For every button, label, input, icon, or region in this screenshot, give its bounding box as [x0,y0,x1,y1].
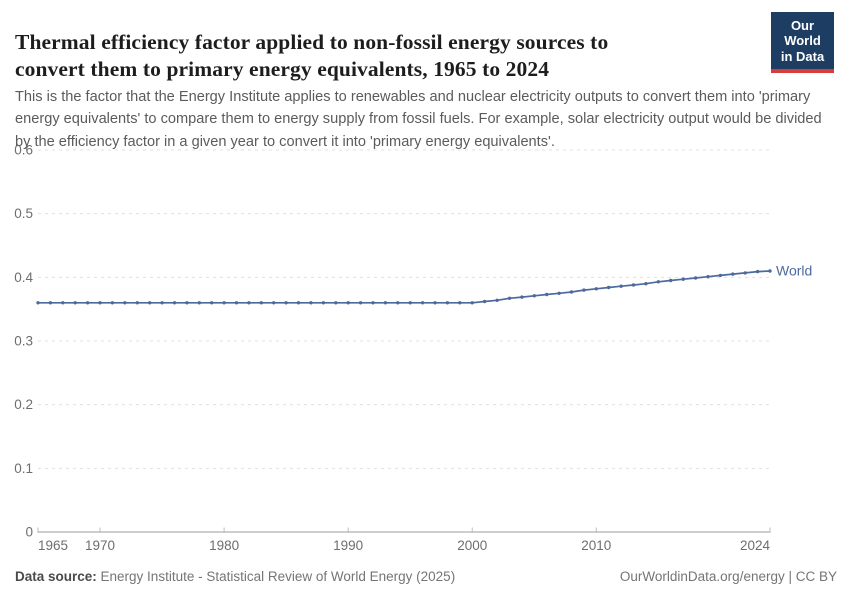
data-point[interactable] [135,301,139,305]
data-point[interactable] [334,301,338,305]
data-point[interactable] [160,301,164,305]
data-point[interactable] [755,269,760,274]
data-point[interactable] [85,301,90,305]
data-point[interactable] [520,295,524,299]
data-point[interactable] [371,301,375,305]
data-point[interactable] [669,278,673,283]
data-point[interactable] [309,301,313,305]
data-point[interactable] [644,282,648,286]
data-point[interactable] [346,301,350,305]
owid-logo-line1: Our World [784,18,821,49]
data-point[interactable] [358,301,363,305]
data-point[interactable] [408,301,412,305]
page-title: Thermal efficiency factor applied to non… [15,29,760,81]
data-point[interactable] [433,301,437,305]
data-point[interactable] [594,287,598,291]
data-point[interactable] [507,296,512,300]
data-point[interactable] [222,301,226,305]
data-point[interactable] [73,301,77,305]
data-point[interactable] [272,301,276,305]
data-point[interactable] [718,273,723,278]
y-axis-tick-label: 0.3 [14,334,33,349]
x-axis-tick-label: 1990 [333,538,363,553]
data-point[interactable] [607,285,611,290]
x-axis-tick-label: 1970 [85,538,115,553]
data-point[interactable] [321,301,326,305]
data-point[interactable] [61,301,65,305]
x-axis-tick-label: 2000 [457,538,487,553]
data-point[interactable] [123,301,127,305]
data-point[interactable] [396,301,400,305]
data-point[interactable] [420,301,425,305]
data-point[interactable] [172,301,177,305]
data-source-note: Data source: Energy Institute - Statisti… [15,569,455,584]
page-title-line1: Thermal efficiency factor applied to non… [15,30,609,55]
y-axis-tick-label: 0.2 [14,397,33,412]
data-point[interactable] [185,301,189,305]
data-point[interactable] [681,277,685,281]
data-point[interactable] [532,294,536,298]
data-point[interactable] [495,298,499,302]
data-point[interactable] [768,269,772,273]
y-axis-tick-label: 0 [25,525,33,540]
x-axis-tick-label: 2010 [581,538,611,553]
data-point[interactable] [693,276,698,280]
data-point[interactable] [470,301,474,305]
page-title-line2: convert them to primary energy equivalen… [15,56,550,81]
data-point[interactable] [731,272,735,276]
y-axis-tick-label: 0.5 [14,206,33,221]
x-axis-tick-label: 1980 [209,538,239,553]
data-point[interactable] [98,301,102,305]
data-point[interactable] [259,301,263,305]
data-point[interactable] [458,301,462,305]
data-point[interactable] [569,290,574,294]
y-axis-tick-label: 0.4 [14,270,33,285]
data-point[interactable] [48,301,53,305]
y-axis-tick-label: 0.6 [14,143,33,158]
series-label-world[interactable]: World [776,262,812,278]
y-axis-tick-label: 0.1 [14,461,33,476]
chart-footer: Data source: Energy Institute - Statisti… [15,569,837,584]
data-point[interactable] [36,301,40,305]
data-point[interactable] [631,283,636,287]
data-point[interactable] [296,301,301,305]
x-axis-tick-label: 2024 [740,538,771,553]
data-point[interactable] [210,301,214,305]
data-point[interactable] [197,301,201,305]
data-point[interactable] [743,271,747,275]
data-point[interactable] [445,301,450,305]
data-point[interactable] [234,301,239,305]
data-point[interactable] [110,301,115,305]
data-point[interactable] [148,301,152,305]
chart-subtitle: This is the factor that the Energy Insti… [15,88,822,150]
data-point[interactable] [247,301,251,305]
data-point[interactable] [482,299,487,304]
attribution-link[interactable]: OurWorldinData.org/energy | CC BY [619,569,837,584]
data-point[interactable] [284,301,288,305]
data-point[interactable] [656,280,660,284]
x-axis-tick-label: 1965 [38,538,68,553]
data-source-label: Data source: [15,569,97,584]
data-point[interactable] [582,288,586,292]
data-source-text: Energy Institute - Statistical Review of… [96,569,456,584]
data-point[interactable] [557,291,561,295]
owid-logo-line2: in Data [780,48,825,64]
data-point[interactable] [545,292,549,297]
data-point[interactable] [706,275,710,279]
world-series-line[interactable] [38,270,771,304]
data-point[interactable] [619,284,623,288]
owid-logo[interactable]: Our World in Data [771,12,834,73]
data-point[interactable] [383,301,388,305]
